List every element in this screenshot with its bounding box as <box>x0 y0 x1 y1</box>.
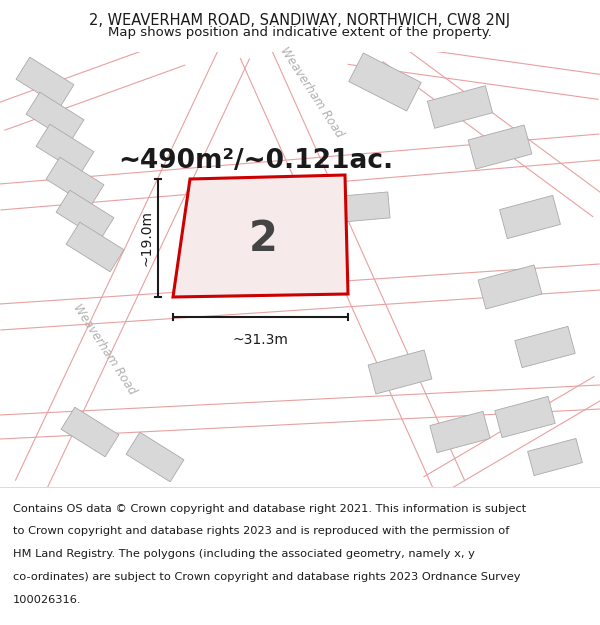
Polygon shape <box>0 134 600 210</box>
Text: co-ordinates) are subject to Crown copyright and database rights 2023 Ordnance S: co-ordinates) are subject to Crown copyr… <box>13 572 521 582</box>
Polygon shape <box>340 192 390 222</box>
Text: 100026316.: 100026316. <box>13 594 82 604</box>
Text: 2, WEAVERHAM ROAD, SANDIWAY, NORTHWICH, CW8 2NJ: 2, WEAVERHAM ROAD, SANDIWAY, NORTHWICH, … <box>89 13 511 28</box>
Polygon shape <box>349 53 421 111</box>
Polygon shape <box>368 350 432 394</box>
Polygon shape <box>61 408 119 457</box>
Text: Weaverham Road: Weaverham Road <box>71 301 139 397</box>
Text: Weaverham Road: Weaverham Road <box>278 44 346 140</box>
Polygon shape <box>0 385 600 439</box>
Polygon shape <box>515 326 575 367</box>
Text: Map shows position and indicative extent of the property.: Map shows position and indicative extent… <box>108 26 492 39</box>
Polygon shape <box>16 58 74 107</box>
Polygon shape <box>126 432 184 482</box>
Text: to Crown copyright and database rights 2023 and is reproduced with the permissio: to Crown copyright and database rights 2… <box>13 526 509 536</box>
Text: ~31.3m: ~31.3m <box>233 333 289 347</box>
Text: Contains OS data © Crown copyright and database right 2021. This information is : Contains OS data © Crown copyright and d… <box>13 504 526 514</box>
Polygon shape <box>241 46 464 494</box>
Text: 2: 2 <box>248 218 277 260</box>
Text: ~19.0m: ~19.0m <box>139 210 153 266</box>
Polygon shape <box>348 39 600 99</box>
Polygon shape <box>36 124 94 174</box>
Polygon shape <box>66 222 124 272</box>
Polygon shape <box>0 264 600 330</box>
Polygon shape <box>173 175 348 297</box>
Polygon shape <box>427 86 493 128</box>
Polygon shape <box>527 439 583 476</box>
Polygon shape <box>500 196 560 239</box>
Polygon shape <box>424 377 600 498</box>
Text: HM Land Registry. The polygons (including the associated geometry, namely x, y: HM Land Registry. The polygons (includin… <box>13 549 475 559</box>
Polygon shape <box>16 45 250 494</box>
Polygon shape <box>383 42 600 217</box>
Polygon shape <box>495 396 555 437</box>
Polygon shape <box>478 265 542 309</box>
Polygon shape <box>46 158 104 207</box>
Polygon shape <box>468 125 532 169</box>
Polygon shape <box>430 411 490 452</box>
Polygon shape <box>0 39 185 130</box>
Polygon shape <box>26 92 84 142</box>
Text: ~490m²/~0.121ac.: ~490m²/~0.121ac. <box>118 148 393 174</box>
Polygon shape <box>56 190 114 240</box>
